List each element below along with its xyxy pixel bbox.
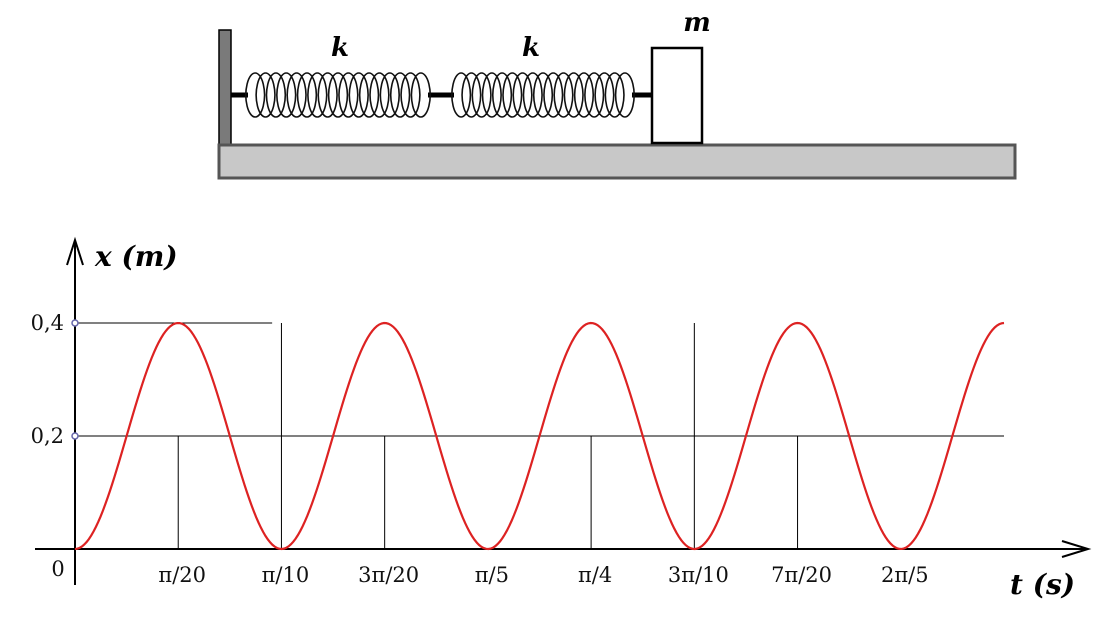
reference-lines: [75, 322, 1004, 437]
curve-line: [74, 321, 1005, 551]
x-axis-label: t (s): [1010, 568, 1075, 601]
x-tick-label: 3π/20: [358, 563, 419, 587]
floor: [217, 143, 1017, 180]
vertical-guide-lines: [177, 323, 799, 549]
spring-1: [245, 72, 431, 118]
origin-label: 0: [51, 557, 64, 581]
spring-coils: [245, 72, 431, 118]
x-axis-arrow: [1061, 540, 1092, 558]
x-tick-label: π/5: [475, 563, 509, 587]
x-tick-label: π/4: [578, 563, 612, 587]
graph: 0,2 0,4 π/20 π/10 3π/20 π/5 π/4 3π/10 7π/20 2π/5…: [31, 236, 1092, 601]
y-tick-label: 0,2: [31, 424, 64, 448]
x-tick-label: π/20: [158, 563, 206, 587]
y-tick-label: 0,4: [31, 311, 64, 335]
y-tick-dot: [71, 432, 79, 440]
displacement-curve: [74, 321, 1005, 551]
x-tick-label: 2π/5: [881, 563, 929, 587]
spring-2-label: k: [522, 33, 540, 63]
mass-label: m: [683, 8, 711, 38]
y-axis-label: x (m): [94, 240, 178, 273]
y-ticks: 0,2 0,4: [31, 311, 79, 448]
x-ticks: π/20 π/10 3π/20 π/5 π/4 3π/10 7π/20 2π/5: [158, 563, 928, 587]
mass-block: [650, 46, 704, 145]
x-tick-label: 3π/10: [668, 563, 729, 587]
spring-coils: [451, 72, 635, 118]
spring-2: [451, 72, 635, 118]
y-axis-arrow: [66, 236, 84, 266]
spring-1-label: k: [331, 33, 349, 63]
y-tick-dot: [71, 319, 79, 327]
x-tick-label: π/10: [262, 563, 310, 587]
x-tick-label: 7π/20: [771, 563, 832, 587]
spring-mass-system: k k m: [217, 8, 1017, 180]
